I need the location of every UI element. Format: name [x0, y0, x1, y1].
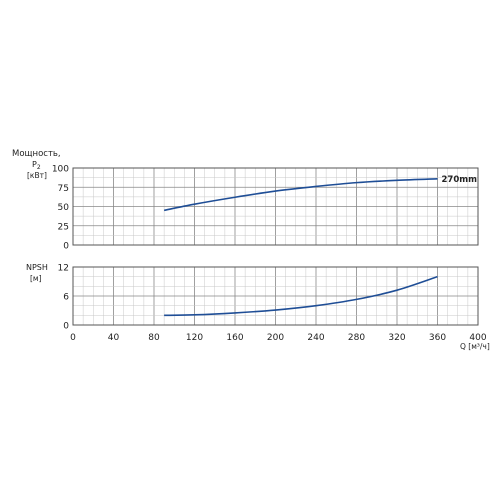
y-tick-label: 25: [58, 222, 69, 232]
power-curve-line: [163, 177, 438, 212]
power-axis-unit: [кВт]: [27, 171, 47, 180]
y-tick-label: 75: [58, 184, 69, 194]
x-tick-label: 80: [148, 333, 160, 343]
npsh-panel: 0 6 12: [58, 264, 479, 332]
power-axis-label: Мощность,: [12, 149, 61, 159]
series-label-270mm: 270mm: [442, 175, 478, 185]
y-tick-label: 50: [58, 203, 70, 213]
x-tick-label: 400: [469, 333, 486, 343]
x-axis: 0 40 80 120 160 200 240 280 320 360 400: [70, 333, 487, 343]
x-tick-label: 40: [108, 333, 120, 343]
npsh-axis-label: NPSH: [26, 263, 48, 272]
npsh-curve-line: [164, 275, 438, 317]
power-panel: 0 25 50 75 100 270mm: [52, 165, 479, 252]
x-tick-label: 0: [70, 333, 76, 343]
x-tick-label: 360: [429, 333, 446, 343]
x-tick-label: 280: [348, 333, 365, 343]
power-axis-symbol-letter: P: [32, 160, 37, 169]
x-tick-label: 320: [388, 333, 405, 343]
x-tick-label: 120: [186, 333, 203, 343]
plot-frame: [72, 266, 479, 326]
y-tick-label: 6: [63, 293, 69, 303]
y-tick-label: 100: [52, 165, 69, 175]
power-axis-symbol-subscript: 2: [37, 164, 41, 171]
npsh-axis-unit: [м]: [30, 274, 42, 283]
y-tick-label: 0: [63, 242, 69, 252]
power-axis-symbol: P2: [32, 160, 41, 171]
x-tick-label: 200: [267, 333, 284, 343]
x-tick-label: 240: [307, 333, 324, 343]
y-tick-label: 0: [63, 322, 69, 332]
plot-frame: [72, 167, 479, 246]
x-tick-label: 160: [226, 333, 243, 343]
x-axis-label: Q [м³/ч]: [460, 342, 490, 351]
y-tick-label: 12: [58, 264, 69, 274]
